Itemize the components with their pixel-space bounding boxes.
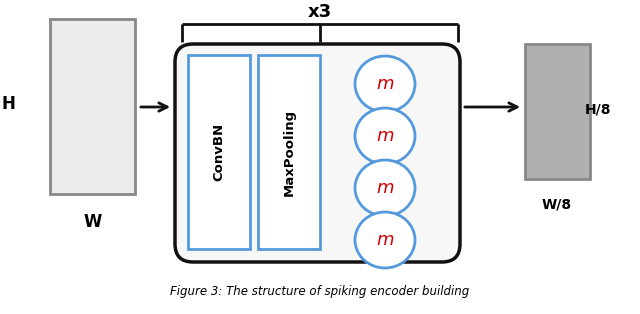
Ellipse shape [355,56,415,112]
Text: Figure 3: The structure of spiking encoder building: Figure 3: The structure of spiking encod… [170,285,470,299]
FancyBboxPatch shape [50,19,135,194]
Text: H: H [1,95,15,113]
Text: MaxPooling: MaxPooling [282,108,296,196]
Text: $\mathit{m}$: $\mathit{m}$ [376,231,394,249]
Ellipse shape [355,212,415,268]
Text: H/8: H/8 [585,102,611,116]
Text: W: W [84,213,102,231]
Text: x3: x3 [308,3,332,21]
Text: $\mathit{m}$: $\mathit{m}$ [376,75,394,93]
Text: W/8: W/8 [542,197,572,211]
Ellipse shape [355,108,415,164]
FancyBboxPatch shape [525,44,590,179]
FancyBboxPatch shape [175,44,460,262]
Text: ConvBN: ConvBN [212,123,225,181]
FancyBboxPatch shape [188,55,250,249]
Text: $\mathit{m}$: $\mathit{m}$ [376,179,394,197]
Text: $\mathit{m}$: $\mathit{m}$ [376,127,394,145]
Ellipse shape [355,160,415,216]
FancyBboxPatch shape [258,55,320,249]
